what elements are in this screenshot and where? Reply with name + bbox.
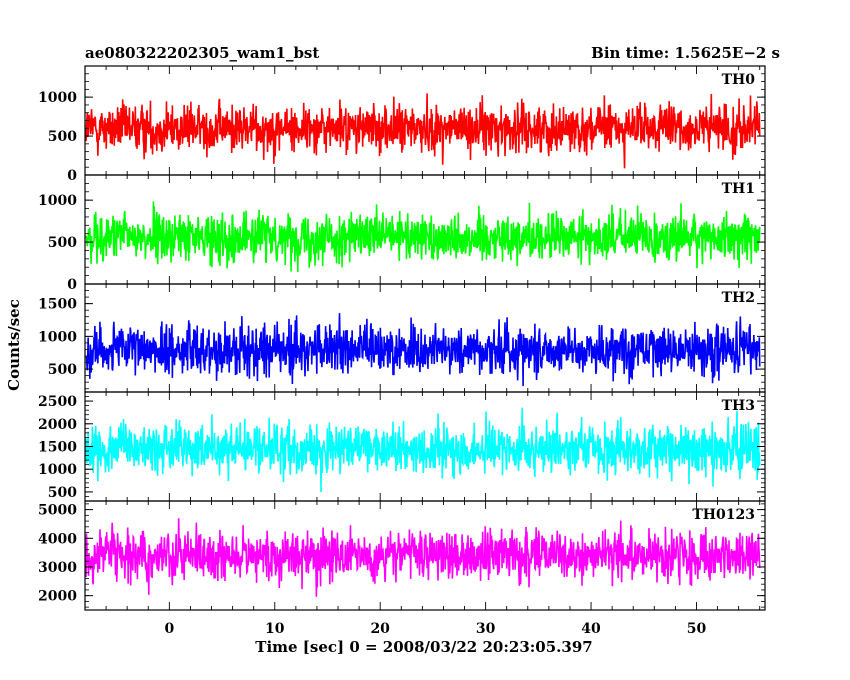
y-tick-label: 1000	[38, 329, 77, 345]
series-th2	[85, 313, 761, 387]
x-tick-label: 50	[687, 621, 707, 637]
panel-label: TH0123	[692, 507, 755, 523]
bin-time-label: Bin time: 1.5625E−2 s	[591, 44, 780, 62]
y-tick-label: 500	[48, 129, 77, 145]
series-th0	[85, 93, 761, 169]
x-tick-label: 0	[164, 621, 174, 637]
y-tick-label: 500	[48, 362, 77, 378]
y-tick-label: 1000	[38, 462, 77, 478]
y-tick-label: 1500	[38, 297, 77, 313]
x-tick-label: 10	[265, 621, 285, 637]
y-tick-label: 500	[48, 235, 77, 251]
panel-label: TH0	[722, 72, 756, 88]
y-tick-label: 2000	[38, 417, 77, 433]
y-tick-label: 1500	[38, 440, 77, 456]
panel-th1: 0 500 1000 TH1	[38, 174, 766, 293]
series-th1	[85, 201, 761, 272]
y-tick-label: 0	[67, 168, 77, 184]
y-axis-label: Counts/sec	[5, 299, 23, 391]
panel-label: TH2	[722, 290, 755, 306]
y-tick-label: 1000	[38, 90, 77, 106]
series-th3	[85, 407, 761, 492]
x-axis-label: Time [sec] 0 = 2008/03/22 20:23:05.397	[255, 638, 593, 656]
panel-th2: 500 1000 1500 TH2	[38, 283, 766, 393]
x-tick-label: 20	[370, 621, 390, 637]
y-tick-label: 3000	[38, 560, 77, 576]
x-tick-label: 30	[476, 621, 496, 637]
x-tick-label: 40	[581, 621, 601, 637]
panel-th0123: 2000 3000 4000 5000 TH0123	[38, 500, 766, 611]
y-tick-label: 1000	[38, 193, 77, 209]
series-th0123	[85, 518, 761, 597]
y-tick-label: 4000	[38, 531, 77, 547]
y-tick-label: 500	[48, 485, 77, 501]
y-tick-label: 2000	[38, 589, 77, 605]
panel-th3: 500 1000 1500 2000 2500 TH3	[38, 391, 766, 502]
panel-label: TH1	[722, 181, 755, 197]
panel-label: TH3	[722, 398, 755, 414]
y-tick-label: 2500	[38, 394, 77, 410]
y-tick-label: 0	[67, 277, 77, 293]
y-tick-label: 5000	[38, 503, 77, 519]
chart-title: ae080322202305_wam1_bst	[85, 44, 320, 62]
panel-th0: 0 500 1000 TH0	[38, 65, 766, 184]
